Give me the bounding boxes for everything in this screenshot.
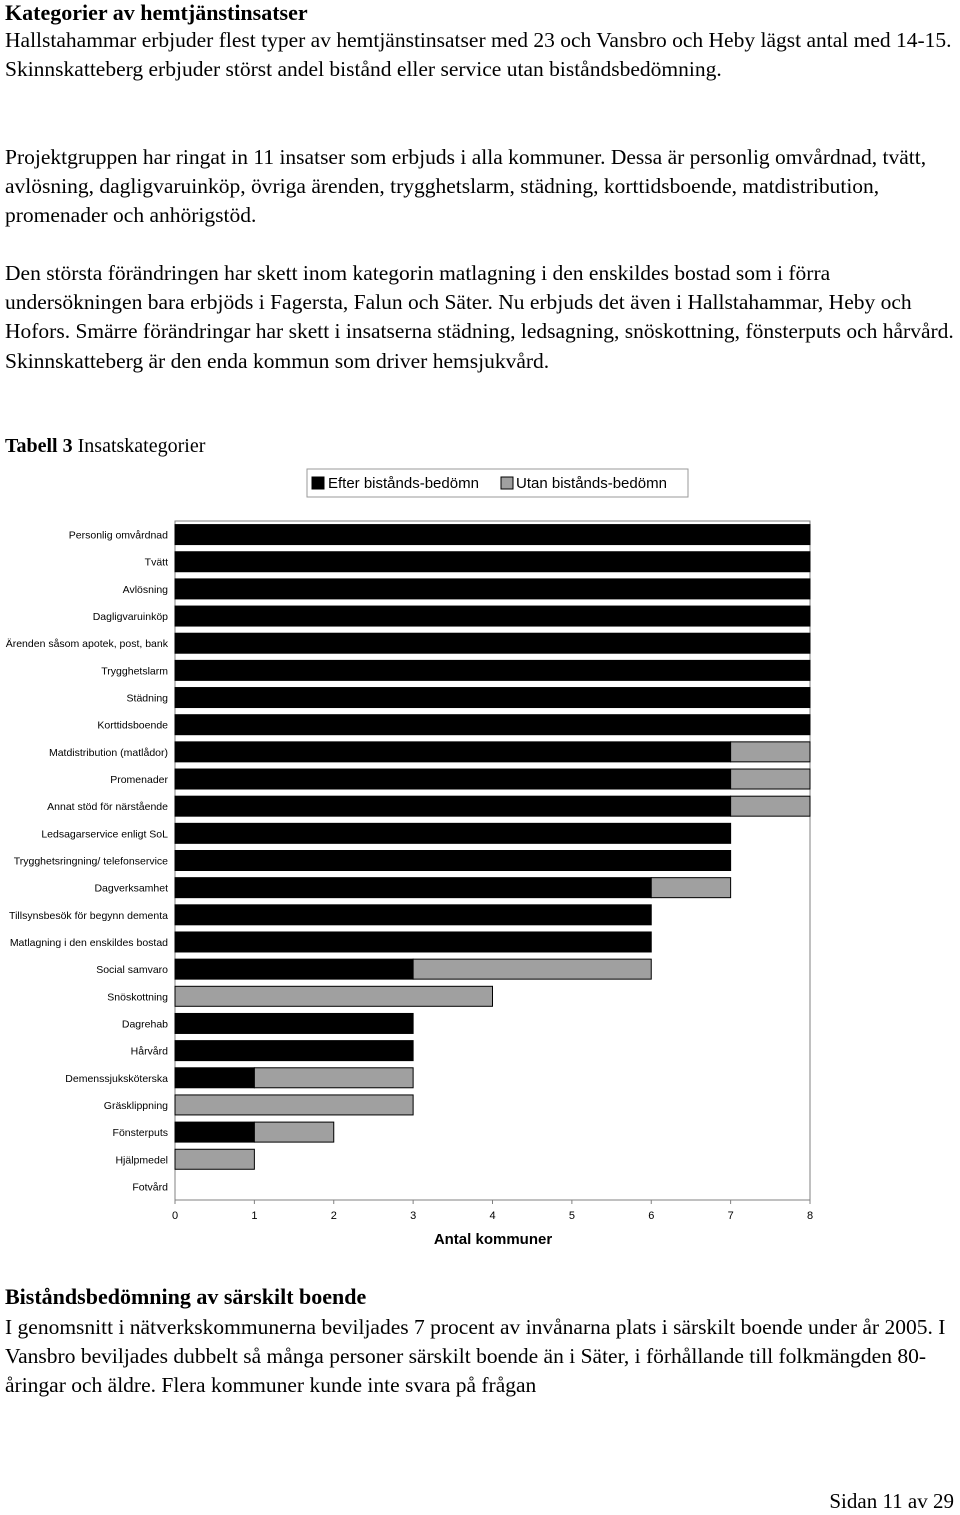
category-label: Trygghetsringning/ telefonservice	[14, 856, 168, 868]
bar-series-2	[174, 985, 493, 1007]
category-label: Matdistribution (matlådor)	[49, 747, 168, 759]
x-tick-label: 1	[251, 1210, 257, 1222]
table-caption-label: Tabell 3	[5, 435, 73, 457]
bar-series-1	[174, 1040, 414, 1062]
bar-series-1	[174, 768, 732, 790]
page-number: Sidan 11 av 29	[829, 1489, 954, 1513]
table-caption-text: Insatskategorier	[77, 435, 206, 457]
category-label: Avlösning	[123, 584, 168, 596]
bar-series-1	[174, 687, 811, 709]
category-label: Snöskottning	[107, 991, 168, 1003]
bar-series-2	[253, 1121, 335, 1143]
bar-series-2	[174, 1148, 255, 1170]
bar-series-1	[174, 958, 414, 980]
bar-series-1	[174, 578, 811, 600]
category-label: Dagligvaruinköp	[93, 611, 168, 623]
bar-series-1	[174, 850, 732, 871]
category-label: Hårvård	[131, 1046, 169, 1058]
bar-series-1	[174, 795, 732, 817]
category-label: Dagrehab	[122, 1018, 168, 1030]
x-tick-label: 3	[410, 1210, 416, 1222]
x-tick-label: 2	[331, 1210, 337, 1222]
category-label: Fönsterputs	[113, 1127, 168, 1139]
category-label: Gräsklippning	[104, 1100, 168, 1112]
category-label: Hjälpmedel	[115, 1154, 168, 1166]
bar-series-1	[174, 822, 732, 844]
bar-series-1	[174, 1121, 255, 1143]
paragraph: Den största förändringen har skett inom …	[5, 261, 954, 373]
legend: Efter bistånds-bedömn Utan bistånds-bedö…	[306, 468, 689, 498]
legend-frame	[306, 468, 689, 498]
bar-series-1	[174, 1067, 255, 1089]
category-label: Annat stöd för närstående	[47, 801, 168, 813]
paragraph: Projektgruppen har ringat in 11 insatser…	[5, 145, 927, 228]
table-caption: Tabell 3 Insatskategorier	[5, 433, 205, 459]
section-title: Kategorier av hemtjänstinsatser	[5, 0, 308, 25]
category-label: Demenssjuksköterska	[65, 1073, 168, 1085]
bar-series-2	[730, 741, 811, 763]
bar-series-1	[174, 659, 811, 681]
legend-label-series-1: Efter bistånds-bedömn	[328, 475, 479, 492]
bar-series-2	[730, 795, 811, 817]
legend-swatch-series-2	[500, 476, 514, 490]
category-label: Tillsynsbesök för begynn dementa	[9, 910, 168, 922]
paragraph: Hallstahammar erbjuder flest typer av he…	[5, 28, 952, 82]
category-labels: Personlig omvårdnad Tvätt Avlösning Dagligv…	[6, 530, 169, 1194]
x-tick-label: 8	[807, 1210, 813, 1222]
paragraph: I genomsnitt i nätverkskommunerna bevilj…	[5, 1315, 946, 1398]
category-label: Fotvård	[132, 1181, 168, 1193]
legend-swatch-series-1	[311, 476, 325, 490]
x-tick-label: 4	[489, 1210, 495, 1222]
bar-series-1	[174, 605, 811, 627]
x-tick-label: 0	[172, 1210, 178, 1222]
bar-series-1	[174, 551, 811, 573]
bar-series-2	[412, 958, 652, 980]
bar-series-1	[174, 931, 652, 953]
x-axis-label: Antal kommuner	[434, 1231, 553, 1248]
legend-label-series-2: Utan bistånds-bedömn	[516, 475, 667, 492]
bar-series-2	[253, 1067, 414, 1089]
x-tick-label: 7	[728, 1210, 734, 1222]
x-axis: 0 1 2 3 4 5 6 7 8	[172, 1200, 813, 1222]
category-label: Promenader	[110, 774, 168, 786]
category-label: Städning	[127, 693, 169, 705]
bar-chart-svg: Efter bistånds-bedömn Utan bistånds-bedö…	[6, 468, 813, 1248]
bar-series-1	[174, 877, 652, 899]
x-tick-label: 5	[569, 1210, 575, 1222]
category-label: Ärenden såsom apotek, post, bank	[6, 638, 169, 650]
bar-series-1	[174, 904, 652, 926]
category-label: Tvätt	[145, 557, 168, 569]
bar-series-1	[174, 741, 732, 763]
x-tick-label: 6	[648, 1210, 654, 1222]
category-label: Dagverksamhet	[94, 883, 168, 895]
bar-series-2	[730, 768, 811, 790]
bars	[174, 524, 811, 1170]
category-label: Personlig omvårdnad	[69, 530, 168, 542]
bar-series-1	[174, 714, 811, 736]
bar-chart: Efter bistånds-bedömn Utan bistånds-bedö…	[0, 465, 960, 1285]
category-label: Trygghetslarm	[101, 665, 168, 677]
bar-series-2	[650, 877, 732, 899]
bar-series-1	[174, 1012, 414, 1034]
bar-series-2	[174, 1094, 414, 1116]
bar-series-1	[174, 524, 811, 546]
category-label: Matlagning i den enskildes bostad	[10, 937, 168, 949]
category-label: Ledsagarservice enligt SoL	[41, 828, 168, 840]
category-label: Korttidsboende	[97, 720, 168, 732]
category-label: Social samvaro	[96, 964, 168, 976]
bar-series-1	[174, 632, 811, 654]
section-title: Biståndsbedömning av särskilt boende	[5, 1284, 367, 1309]
